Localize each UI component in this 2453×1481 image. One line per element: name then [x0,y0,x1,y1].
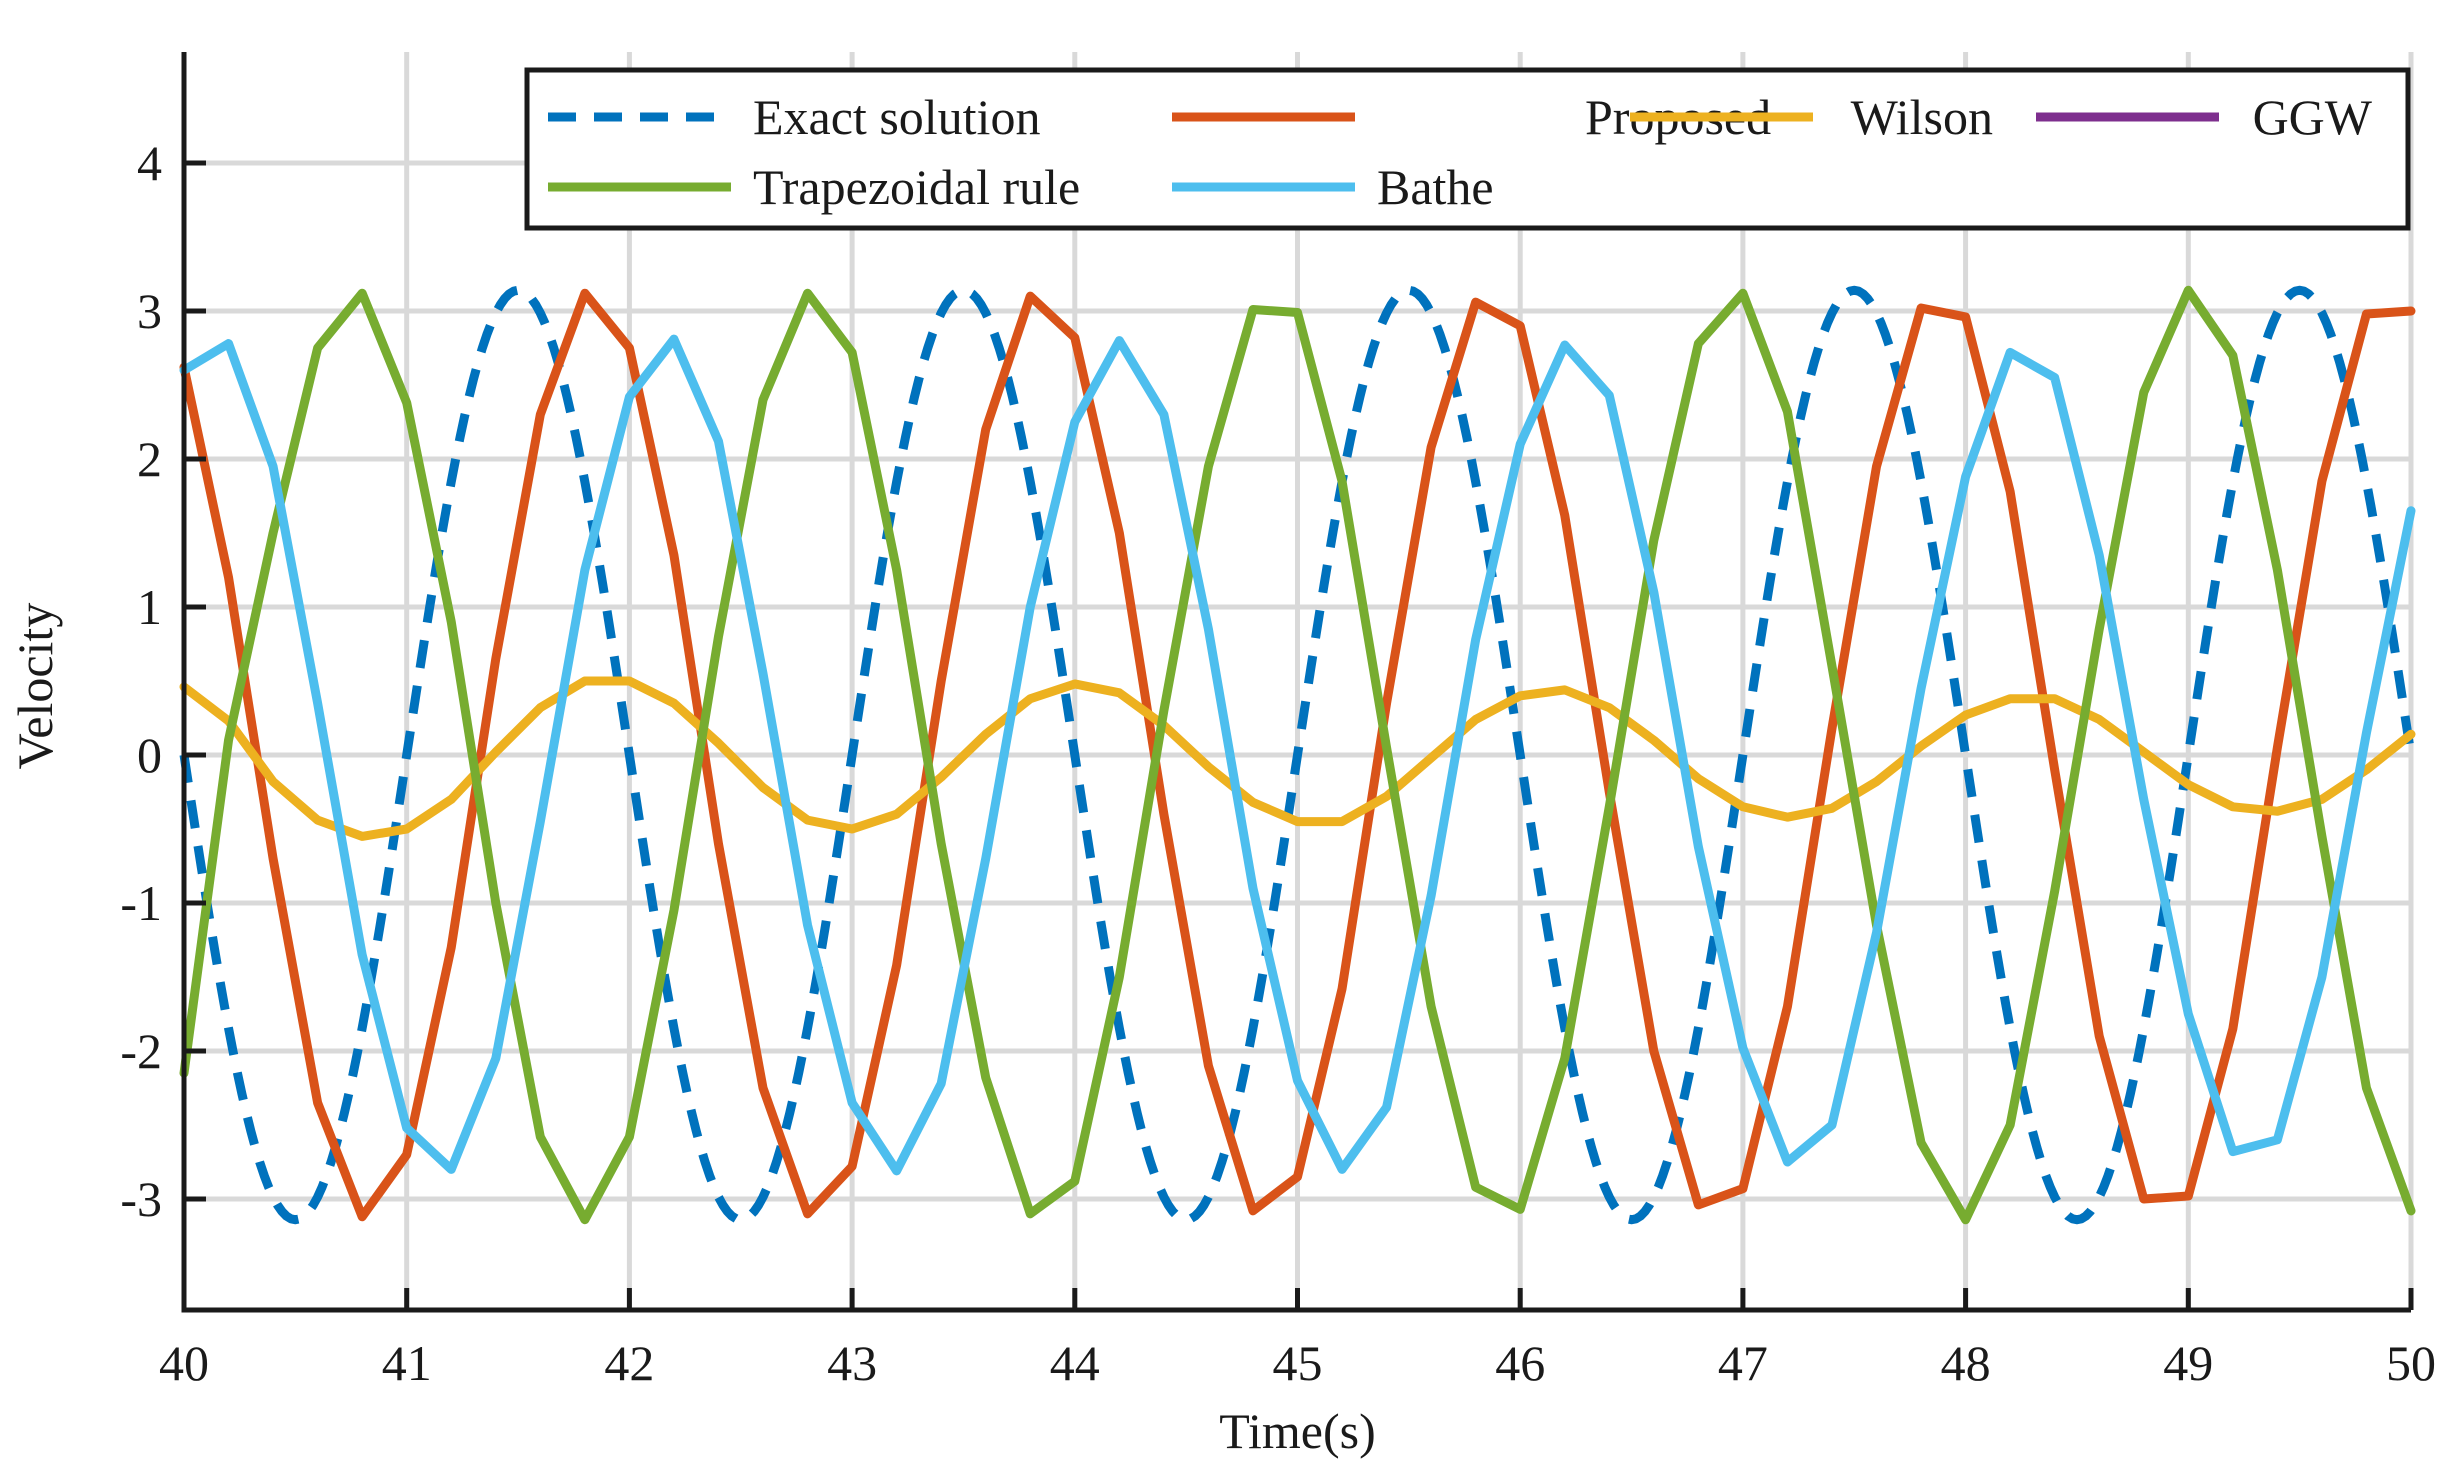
x-axis-label: Time(s) [1219,1403,1376,1459]
legend: Exact solution Proposed Wilson GGWTrapezoid… [524,67,2411,231]
series-line-trapezoidal-rule [179,285,2416,1225]
y-tick-label-neg1: -1 [120,875,162,931]
x-tick-label-42: 42 [604,1335,654,1391]
x-tick-label-41: 41 [382,1335,432,1391]
y-axis-label: Velocity [7,603,63,770]
y-tick-labels: -3 -2 -1 0 1 2 3 4 [120,135,162,1227]
legend-label-bathe: Bathe [1377,159,1494,215]
series-line-bathe [179,334,2416,1176]
series-line-wilson [179,676,2416,841]
y-tick-label-3: 3 [137,283,162,339]
axes [181,52,2414,1313]
x-tick-label-45: 45 [1273,1335,1323,1391]
x-tick-label-48: 48 [1941,1335,1991,1391]
y-tick-label-0: 0 [137,727,162,783]
x-tick-label-46: 46 [1495,1335,1545,1391]
x-tick-label-50: 50 [2386,1335,2436,1391]
legend-box [524,67,2411,231]
x-tick-label-44: 44 [1050,1335,1100,1391]
legend-label-trapezoidal-rule: Trapezoidal rule [753,159,1080,215]
series-line-proposed [179,288,2416,1222]
x-tick-label-40: 40 [159,1335,209,1391]
y-tick-label-2: 2 [137,431,162,487]
legend-label-wilson: Wilson [1851,89,1993,145]
x-tick-labels: 40 41 42 43 44 45 46 47 48 49 50 [159,1335,2436,1391]
x-tick-label-49: 49 [2163,1335,2213,1391]
x-tick-label-43: 43 [827,1335,877,1391]
x-tick-label-47: 47 [1718,1335,1768,1391]
y-tick-label-neg3: -3 [120,1171,162,1227]
y-tick-label-neg2: -2 [120,1023,162,1079]
series-line-exact-solution [179,285,2416,1225]
series-lines [179,285,2416,1225]
legend-label-exact-solution: Exact solution [753,89,1040,145]
y-tick-label-4: 4 [137,135,162,191]
y-tick-label-1: 1 [137,579,162,635]
legend-label-ggw: GGW [2253,89,2373,145]
